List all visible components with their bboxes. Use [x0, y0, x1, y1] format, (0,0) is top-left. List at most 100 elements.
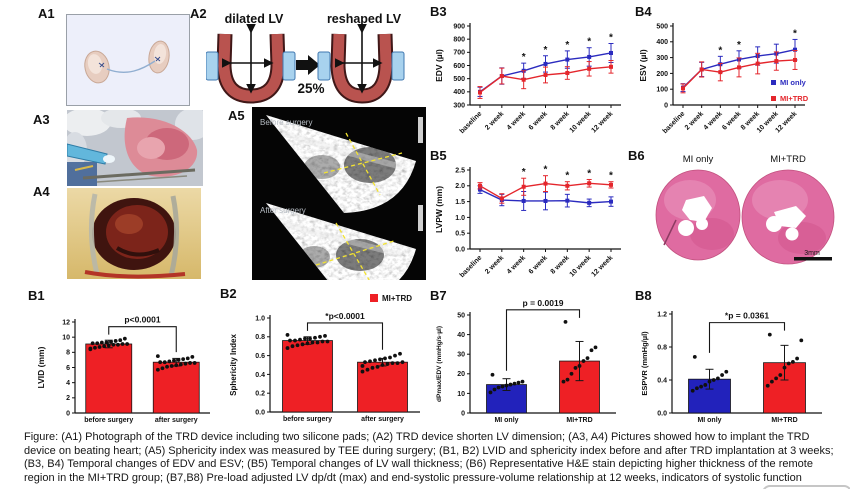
implant-photo-1 — [67, 110, 203, 186]
svg-text:*: * — [544, 165, 548, 176]
before-surgery-label: Before surgery — [260, 118, 312, 127]
reshaped-lv-title: reshaped LV — [327, 12, 402, 26]
svg-text:Sphericity Index: Sphericity Index — [229, 334, 238, 396]
histology-mi-only-label: MI only — [683, 154, 714, 165]
svg-text:0: 0 — [664, 102, 668, 109]
after-surgery-label: After surgery — [260, 206, 306, 215]
svg-text:LVPW (mm): LVPW (mm) — [434, 186, 444, 233]
pad-right — [391, 51, 405, 81]
svg-text:700: 700 — [453, 50, 465, 57]
svg-text:0.6: 0.6 — [255, 353, 265, 360]
reshaped-lv-shape — [317, 24, 405, 104]
implant-photo-2 — [67, 188, 201, 279]
svg-text:*: * — [587, 168, 591, 179]
svg-text:2: 2 — [66, 395, 70, 402]
svg-text:300: 300 — [656, 55, 668, 62]
scale-bar-label: 3mm — [804, 250, 820, 257]
svg-text:12 week: 12 week — [590, 254, 614, 278]
svg-text:0.8: 0.8 — [657, 344, 667, 351]
chart-b3-edv-line: 300 400 500 600 700 800 900 EDV (µl) baseline 2 w… — [434, 23, 621, 135]
svg-text:500: 500 — [656, 23, 668, 30]
svg-text:4 week: 4 week — [703, 110, 724, 131]
svg-text:*: * — [737, 40, 741, 51]
panel-label-b5: B5 — [430, 148, 447, 163]
svg-text:0: 0 — [461, 410, 465, 417]
depth-scale-bar-top — [418, 117, 423, 143]
svg-text:600: 600 — [453, 63, 465, 70]
svg-text:12: 12 — [62, 319, 70, 326]
svg-text:before surgery: before surgery — [84, 417, 133, 424]
histology-mi-trd-label: MI+TRD — [770, 154, 806, 165]
blue-instrument — [67, 143, 108, 165]
figure-caption: Figure: (A1) Photograph of the TRD devic… — [24, 431, 834, 484]
svg-text:*: * — [522, 52, 526, 63]
svg-text:dPmax/EDV (mmHg/s·µl): dPmax/EDV (mmHg/s·µl) — [436, 326, 443, 402]
svg-text:8 week: 8 week — [550, 110, 571, 131]
svg-text:50: 50 — [457, 312, 465, 319]
svg-text:LVID (mm): LVID (mm) — [36, 346, 46, 388]
dilated-lv-title: dilated LV — [225, 12, 284, 26]
svg-text:*: * — [609, 171, 613, 182]
caliper-cross-before — [323, 132, 403, 196]
trd-device-photo — [84, 40, 170, 84]
svg-text:ESPVR (mmHg/µl): ESPVR (mmHg/µl) — [640, 331, 649, 396]
svg-text:MI+TRD: MI+TRD — [780, 94, 809, 103]
tee-ultrasound-panel: Before surgery After surgery — [252, 107, 426, 280]
svg-text:6 week: 6 week — [528, 254, 549, 275]
suture-line — [106, 60, 156, 73]
svg-text:MI+TRD: MI+TRD — [382, 294, 412, 303]
svg-text:0.2: 0.2 — [255, 391, 265, 398]
svg-text:1.0: 1.0 — [255, 315, 265, 322]
panel-label-b7: B7 — [430, 288, 447, 303]
svg-text:MI only: MI only — [780, 78, 807, 87]
cropped-element-edge — [762, 485, 850, 489]
chart-b8-espvr-bar: 0.0 0.4 0.8 1.2 ESPVR (mmHg/µl) MI only MI+TRD… — [640, 311, 822, 424]
svg-text:2.0: 2.0 — [455, 183, 465, 190]
panel-label-b3: B3 — [430, 4, 447, 19]
svg-text:baseline: baseline — [662, 110, 687, 135]
panel-label-b8: B8 — [635, 288, 652, 303]
panel-label-a1: A1 — [38, 6, 55, 21]
svg-text:0.5: 0.5 — [455, 231, 465, 238]
panel-label-a3: A3 — [33, 112, 50, 127]
mi-trd-slice — [741, 169, 835, 265]
shortening-percent: 25% — [297, 81, 324, 96]
histology-panel: MI only MI+TRD 3mm — [646, 150, 848, 276]
svg-text:1.0: 1.0 — [455, 215, 465, 222]
svg-text:*: * — [565, 171, 569, 182]
svg-text:MI+TRD: MI+TRD — [566, 417, 592, 424]
lv-reshape-diagram: dilated LV reshaped LV 25% — [206, 12, 405, 104]
instrument-tip — [103, 155, 115, 163]
retractor-right — [168, 195, 180, 277]
retractor-bar — [82, 168, 196, 180]
svg-text:6 week: 6 week — [528, 110, 549, 131]
svg-text:800: 800 — [453, 37, 465, 44]
svg-text:EDV (µl): EDV (µl) — [434, 49, 444, 82]
svg-text:*: * — [609, 33, 613, 44]
heart-shadow — [115, 246, 160, 257]
svg-text:300: 300 — [453, 102, 465, 109]
chart-b5-lvpw-line: 0.0 0.5 1.0 1.5 2.0 2.5 LVPW (mm) baseline 2 wee… — [434, 165, 621, 279]
svg-text:0.4: 0.4 — [255, 372, 265, 379]
svg-text:8 week: 8 week — [550, 254, 571, 275]
svg-text:*p = 0.0361: *p = 0.0361 — [725, 311, 769, 321]
svg-text:0.0: 0.0 — [657, 410, 667, 417]
svg-text:0.0: 0.0 — [455, 246, 465, 253]
svg-text:1.5: 1.5 — [455, 199, 465, 206]
panel-label-b6: B6 — [628, 148, 645, 163]
silicone-pads — [84, 40, 170, 84]
svg-text:after surgery: after surgery — [361, 416, 404, 423]
svg-text:baseline: baseline — [459, 254, 484, 279]
svg-text:1.2: 1.2 — [657, 311, 667, 318]
svg-text:baseline: baseline — [459, 110, 484, 135]
svg-text:4: 4 — [66, 380, 70, 387]
retractor-edge — [96, 175, 188, 183]
svg-text:12 week: 12 week — [590, 110, 614, 134]
panel-label-a5: A5 — [228, 108, 245, 123]
pad-left — [317, 51, 331, 81]
panel-label-b2: B2 — [220, 286, 237, 301]
retractor-left — [88, 193, 100, 275]
chart-b7-dpmax-bar: 0 10 20 30 40 50 dPmax/EDV (mmHg/s·µl) MI only M… — [436, 298, 616, 424]
chart-b2-sphericity-bar: 0.0 0.2 0.4 0.6 0.8 1.0 Sphericity Index before… — [229, 294, 420, 423]
